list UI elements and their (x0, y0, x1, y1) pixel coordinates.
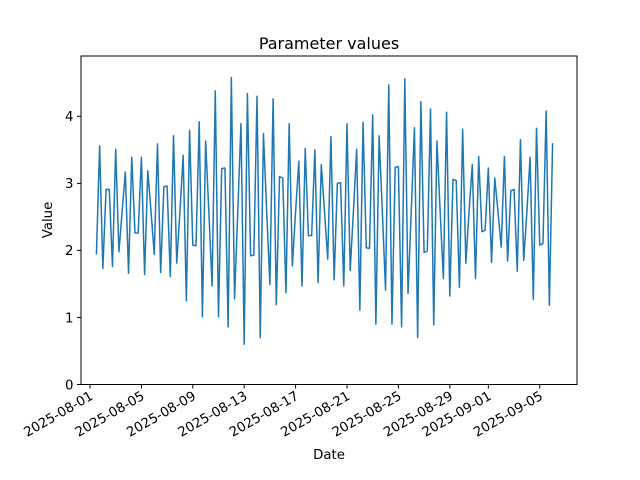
series-line (95, 76, 554, 346)
chart-title: Parameter values (259, 34, 399, 53)
x-axis-label: Date (313, 448, 345, 463)
y-axis: 0 1 2 3 4 (65, 110, 81, 393)
y-tick-label: 1 (65, 311, 73, 326)
y-axis-label: Value (41, 202, 56, 239)
y-tick-label: 2 (65, 244, 73, 259)
series-group (95, 76, 554, 346)
y-tick-label: 4 (65, 110, 73, 125)
axes-box (80, 55, 578, 385)
y-tick-label: 0 (65, 378, 73, 393)
y-tick-label: 3 (65, 177, 73, 192)
